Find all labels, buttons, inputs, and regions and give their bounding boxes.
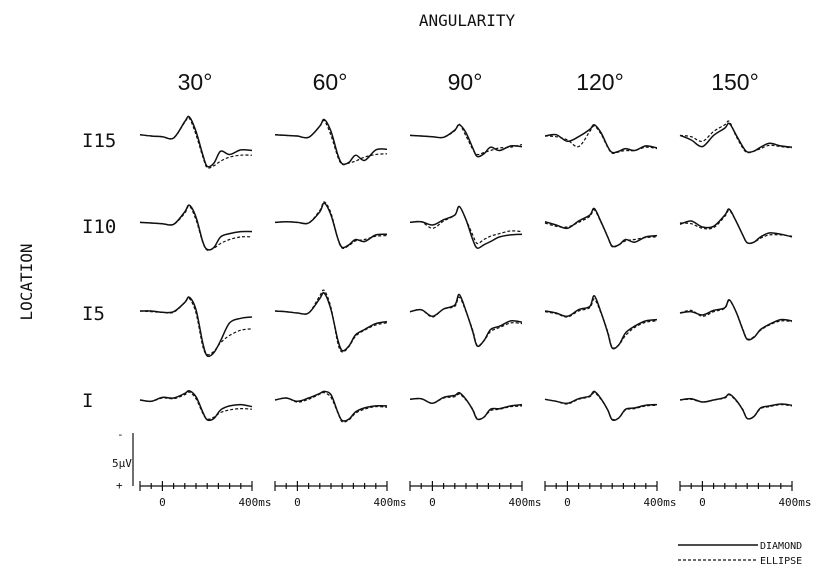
diamond-waveform-r2-c1 [274, 291, 388, 352]
legend-ellipse-label: ELLIPSE [760, 556, 802, 567]
chart-title: ANGULARITY [419, 11, 516, 30]
diamond-waveform-r0-c1 [274, 118, 388, 166]
waveform-panels [139, 115, 793, 423]
tick-label-0: 0 [429, 496, 436, 509]
tick-label-0: 0 [294, 496, 301, 509]
ellipse-waveform-r1-c2 [409, 205, 523, 245]
time-axis-1: 0 400ms [274, 481, 407, 509]
tick-label-0: 0 [159, 496, 166, 509]
tick-label-0: 0 [699, 496, 706, 509]
tick-label-400ms: 400ms [778, 496, 811, 509]
diamond-waveform-r1-c0 [139, 204, 253, 251]
diamond-waveform-r0-c3 [544, 124, 658, 154]
ellipse-waveform-r1-c3 [544, 209, 658, 248]
ellipse-waveform-r3-c4 [679, 394, 793, 420]
row-label-i5: I5 [82, 303, 105, 325]
diamond-waveform-r0-c2 [409, 124, 523, 158]
y-axis-label: LOCATION [17, 243, 36, 320]
diamond-waveform-r1-c1 [274, 202, 388, 249]
ellipse-waveform-r2-c0 [139, 297, 253, 356]
diamond-waveform-r2-c3 [544, 295, 658, 350]
time-axis-4: 0 400ms [679, 481, 812, 509]
scale-plus-sign: + [116, 479, 123, 492]
diamond-waveform-r3-c1 [274, 390, 388, 422]
column-label-90: 90° [448, 69, 483, 95]
column-labels: 30° 60° 90° 120° 150° [178, 69, 759, 95]
diamond-waveform-r2-c0 [139, 296, 253, 358]
time-axes: 0 400ms 0 400ms 0 400ms 0 400ms 0 400ms [139, 481, 812, 509]
diamond-waveform-r1-c2 [409, 205, 523, 249]
diamond-waveform-r3-c0 [139, 389, 253, 422]
column-label-60: 60° [313, 69, 348, 95]
diamond-waveform-r0-c4 [679, 122, 793, 153]
diamond-waveform-r0-c0 [139, 115, 253, 168]
scale-minus-sign: - [117, 428, 124, 441]
ellipse-waveform-r0-c2 [409, 123, 523, 156]
legend: DIAMOND ELLIPSE [678, 541, 802, 567]
diamond-waveform-r1-c4 [679, 208, 793, 245]
diamond-waveform-r3-c2 [409, 391, 523, 421]
time-axis-0: 0 400ms [139, 481, 272, 509]
ellipse-waveform-r0-c4 [679, 120, 793, 154]
column-label-120: 120° [576, 69, 624, 95]
ellipse-waveform-r2-c4 [679, 299, 793, 340]
ellipse-waveform-r2-c2 [409, 296, 523, 347]
voltage-scale-bar: - 5μV + [112, 428, 134, 492]
ellipse-waveform-r0-c1 [274, 119, 388, 166]
ellipse-waveform-r0-c0 [139, 116, 253, 169]
ellipse-waveform-r1-c1 [274, 201, 388, 249]
row-label-i15: I15 [82, 130, 116, 152]
ellipse-waveform-r0-c3 [544, 125, 658, 154]
legend-diamond-label: DIAMOND [760, 541, 802, 552]
tick-label-400ms: 400ms [508, 496, 541, 509]
diamond-waveform-r2-c4 [679, 299, 793, 341]
row-label-i: I [82, 390, 93, 412]
ellipse-waveform-r2-c3 [544, 298, 658, 349]
ellipse-waveform-r3-c2 [409, 393, 523, 420]
ellipse-waveform-r2-c1 [274, 289, 388, 353]
row-labels: I15 I10 I5 I [82, 130, 116, 412]
time-axis-3: 0 400ms [544, 481, 677, 509]
ellipse-waveform-r3-c3 [544, 392, 658, 421]
ellipse-waveform-r1-c0 [139, 205, 253, 251]
column-label-150: 150° [711, 69, 759, 95]
time-axis-2: 0 400ms [409, 481, 542, 509]
tick-label-400ms: 400ms [643, 496, 676, 509]
diamond-waveform-r2-c2 [409, 293, 523, 348]
row-label-i10: I10 [82, 216, 116, 238]
diamond-waveform-r3-c4 [679, 393, 793, 420]
diamond-waveform-r3-c3 [544, 390, 658, 422]
tick-label-0: 0 [564, 496, 571, 509]
diamond-waveform-r1-c3 [544, 207, 658, 248]
column-label-30: 30° [178, 69, 213, 95]
tick-label-400ms: 400ms [373, 496, 406, 509]
scale-label: 5μV [112, 457, 132, 470]
tick-label-400ms: 400ms [238, 496, 271, 509]
ellipse-waveform-r1-c4 [679, 209, 793, 244]
